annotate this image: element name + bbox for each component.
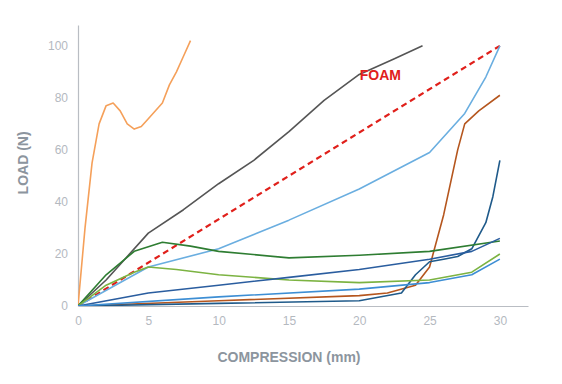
series-line [78,160,500,306]
tick: 0 [61,299,78,313]
tick: 10 [212,306,226,328]
series-line [78,46,500,306]
tick: 5 [145,306,152,328]
tick-label: 20 [353,314,367,328]
tick-label: 60 [55,143,69,157]
tick: 30 [494,306,508,328]
tick: 80 [55,91,78,105]
tick-label: 5 [145,314,152,328]
tick-label: 0 [75,314,82,328]
tick-label: 40 [55,195,69,209]
tick-label: 10 [212,314,226,328]
axis-line [79,306,529,307]
chart: 0 5 10 15 20 25 30 0 20 40 60 80 100 FOAM COMPRESSION … [0,0,562,384]
tick: 100 [48,39,78,53]
tick: 25 [423,306,437,328]
annotation: FOAM [360,67,401,83]
tick-label: 0 [61,299,68,313]
lines [78,41,500,306]
tick-label: 30 [494,314,508,328]
tick: 0 [75,306,82,328]
tick: 40 [55,195,78,209]
y-axis-title: LOAD (N) [15,131,31,194]
series-line [78,259,500,306]
x-axis: 0 5 10 15 20 25 30 [75,306,528,328]
tick-label: 80 [55,91,69,105]
tick: 20 [353,306,367,328]
y-axis: 0 20 40 60 80 100 [48,26,79,314]
series-line [78,241,500,306]
tick-label: 20 [55,247,69,261]
series-line [78,46,500,306]
plot: 0 5 10 15 20 25 30 0 20 40 60 80 100 FOAM [48,26,529,328]
axis-line [78,26,79,307]
series-line [78,95,500,306]
series-line [78,238,500,306]
series-line [78,254,500,306]
series-line [78,46,423,306]
x-axis-title: COMPRESSION (mm) [217,349,360,365]
tick: 15 [283,306,297,328]
series-line [78,41,191,306]
tick: 60 [55,143,78,157]
tick-label: 15 [283,314,297,328]
tick-label: 100 [48,39,68,53]
tick: 20 [55,247,78,261]
tick-label: 25 [423,314,437,328]
